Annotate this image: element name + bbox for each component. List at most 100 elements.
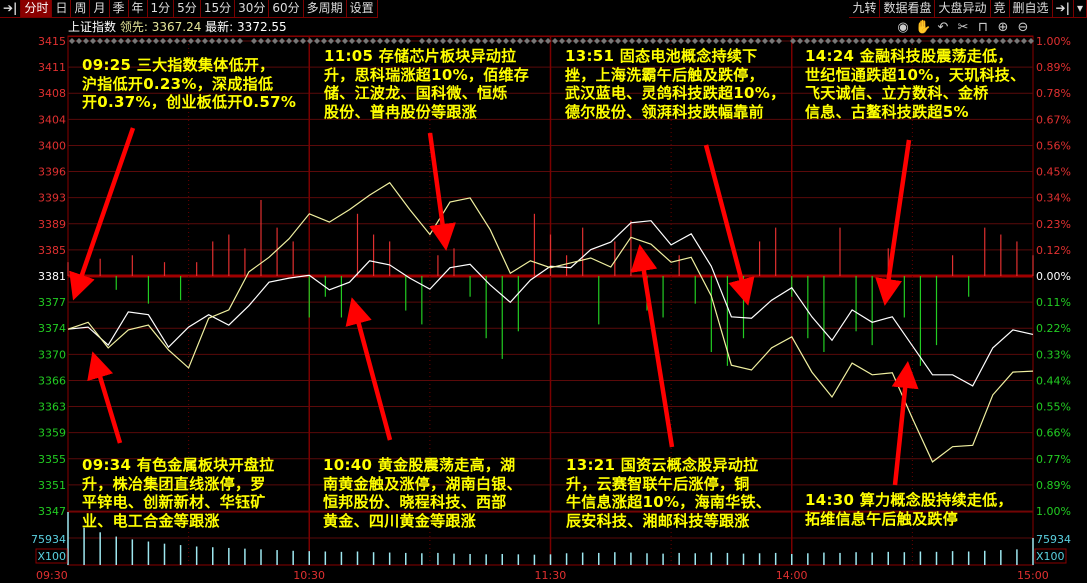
event-marker-icon xyxy=(468,38,474,44)
zoom-in-icon[interactable]: ⊕ xyxy=(997,20,1009,35)
event-marker-icon xyxy=(678,38,684,44)
last-label: 最新: xyxy=(205,20,234,34)
percent-tick: 0.23% xyxy=(1036,218,1071,231)
event-marker-icon xyxy=(713,38,719,44)
tab-9[interactable]: 30分 xyxy=(235,0,270,18)
percent-tick: 0.34% xyxy=(1036,192,1071,205)
event-marker-icon xyxy=(986,38,992,44)
pin-arrow-icon[interactable]: ➔| xyxy=(1052,0,1074,18)
event-marker-icon xyxy=(349,38,355,44)
annotation-line: 挫，上海洗霸午后触及跌停， xyxy=(565,65,764,84)
annotation-line: 升，株冶集团直线涨停，罗 xyxy=(82,474,266,493)
volume-tick-right: 75934 xyxy=(1036,533,1071,546)
volume-tick-left: 75934 xyxy=(31,533,66,546)
event-marker-icon xyxy=(706,38,712,44)
price-tick: 3351 xyxy=(38,479,66,492)
event-marker-icon xyxy=(97,38,103,44)
event-marker-icon xyxy=(328,38,334,44)
tab-1[interactable]: 日 xyxy=(52,0,72,18)
event-marker-icon xyxy=(405,38,411,44)
event-marker-icon xyxy=(342,38,348,44)
price-tick: 3385 xyxy=(38,244,66,257)
time-tick: 15:00 xyxy=(1017,569,1049,582)
event-marker-icon xyxy=(587,38,593,44)
tab-2[interactable]: 周 xyxy=(71,0,91,18)
time-tick: 09:30 xyxy=(36,569,68,582)
toolbar-button-0[interactable]: 九转 xyxy=(849,0,881,18)
price-tick: 3408 xyxy=(38,87,66,100)
eye-icon[interactable]: ◉ xyxy=(897,20,909,35)
tab-10[interactable]: 60分 xyxy=(269,0,304,18)
chart-tools: ◉ ✋ ↶ ✂ ⊓ ⊕ ⊖ xyxy=(895,19,1031,36)
undo-icon[interactable]: ↶ xyxy=(937,20,949,35)
tab-11[interactable]: 多周期 xyxy=(303,0,347,18)
event-marker-icon xyxy=(419,38,425,44)
event-marker-icon xyxy=(727,38,733,44)
annotation-line: 14:24 金融科技股震荡走低， xyxy=(805,47,1013,65)
percent-tick: 0.45% xyxy=(1036,166,1071,179)
price-tick: 3377 xyxy=(38,296,66,309)
annotation-line: 升，云赛智联午后涨停，铜 xyxy=(566,474,750,493)
event-marker-icon xyxy=(741,38,747,44)
event-marker-icon xyxy=(517,38,523,44)
tab-4[interactable]: 季 xyxy=(109,0,129,18)
pin-arrow-icon[interactable]: ➔| xyxy=(0,0,22,18)
tab-7[interactable]: 5分 xyxy=(174,0,201,18)
index-name: 上证指数 xyxy=(68,20,117,34)
tab-8[interactable]: 15分 xyxy=(200,0,236,18)
event-marker-icon xyxy=(930,38,936,44)
event-marker-icon xyxy=(573,38,579,44)
event-marker-icon xyxy=(615,38,621,44)
annotation-line: 开0.37%，创业板低开0.57% xyxy=(82,93,297,112)
percent-tick: 0.11% xyxy=(1036,296,1071,309)
event-marker-icon xyxy=(937,38,943,44)
event-marker-icon xyxy=(601,38,607,44)
tab-3[interactable]: 月 xyxy=(90,0,110,18)
scissors-icon[interactable]: ✂ xyxy=(957,20,969,35)
arrow-1424 xyxy=(875,139,912,306)
toolbar-button-4[interactable]: 删自选 xyxy=(1009,0,1053,18)
annotation-1321: 13:21 国资云概念股异动拉 升，云赛智联午后涨停，铜 牛信息涨超10%，海南华铁… xyxy=(566,456,771,531)
tab-0[interactable]: 分时 xyxy=(21,0,53,18)
toolbar-button-3[interactable]: 竞 xyxy=(990,0,1010,18)
annotation-1105: 11:05 存储芯片板块异动拉 升，思科瑞涨超10%，佰维存 储、江波龙、国科微、恒… xyxy=(324,47,529,122)
annotation-line: 沪指低开0.23%，深成指低 xyxy=(82,74,274,93)
event-marker-icon xyxy=(832,38,838,44)
event-marker-icon xyxy=(650,38,656,44)
dropdown-icon[interactable]: ▾ xyxy=(1073,0,1087,18)
lock-icon[interactable]: ⊓ xyxy=(977,20,989,35)
price-tick: 3411 xyxy=(38,61,66,74)
event-marker-icon xyxy=(874,38,880,44)
event-marker-icon xyxy=(825,38,831,44)
event-marker-icon xyxy=(1028,38,1034,44)
event-marker-icon xyxy=(734,38,740,44)
period-toolbar: ➔| 分时日周月季年 1分 5分 15分 30分 60分 多周期 设置 九转 数据看盘 大盘异动竞删… xyxy=(0,0,1087,18)
event-marker-icon xyxy=(538,38,544,44)
zoom-out-icon[interactable]: ⊖ xyxy=(1017,20,1029,35)
percent-tick: 0.77% xyxy=(1036,453,1071,466)
annotation-line: 10:40 黄金股震荡走高，湖 xyxy=(323,456,516,474)
event-marker-icon xyxy=(979,38,985,44)
toolbar-button-2[interactable]: 大盘异动 xyxy=(935,0,991,18)
event-marker-icon xyxy=(104,38,110,44)
arrow-1321 xyxy=(630,244,675,448)
event-marker-icon xyxy=(76,38,82,44)
event-marker-icon xyxy=(132,38,138,44)
event-marker-icon xyxy=(853,38,859,44)
event-marker-icon xyxy=(265,38,271,44)
last-value: 3372.55 xyxy=(237,20,287,34)
toolbar-button-1[interactable]: 数据看盘 xyxy=(880,0,936,18)
event-marker-icon xyxy=(1007,38,1013,44)
annotation-line: 信息、古鳌科技跌超5% xyxy=(805,103,969,122)
event-marker-icon xyxy=(909,38,915,44)
hand-icon[interactable]: ✋ xyxy=(915,20,932,35)
event-marker-icon xyxy=(398,38,404,44)
tab-6[interactable]: 1分 xyxy=(147,0,175,18)
event-marker-icon xyxy=(153,38,159,44)
tab-12[interactable]: 设置 xyxy=(346,0,378,18)
tab-5[interactable]: 年 xyxy=(128,0,148,18)
event-marker-icon xyxy=(377,38,383,44)
toolbar-right: 九转 数据看盘 大盘异动竞删自选 ➔| ▾ xyxy=(849,0,1087,18)
event-marker-icon xyxy=(482,38,488,44)
